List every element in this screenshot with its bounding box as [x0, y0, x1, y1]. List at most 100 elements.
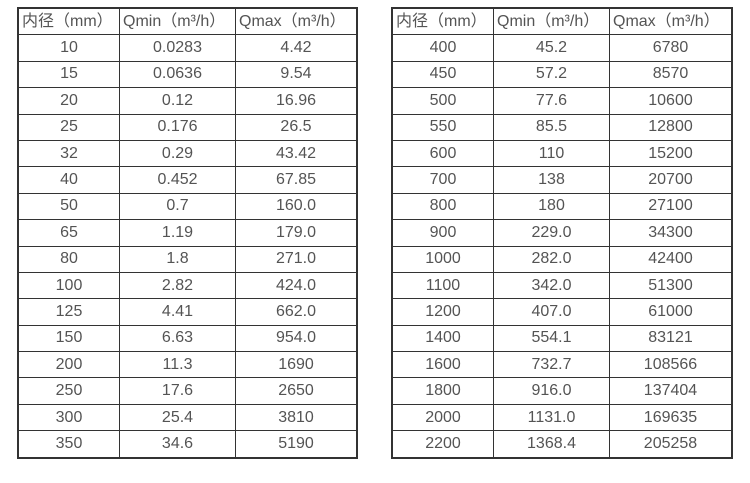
- cell: 350: [17, 430, 120, 459]
- cell: 2200: [391, 430, 494, 459]
- cell: 700: [391, 166, 494, 194]
- table-row: 80 1.8 271.0: [17, 245, 358, 273]
- cell: 80: [17, 245, 120, 273]
- table-row: 10 0.0283 4.42: [17, 34, 358, 62]
- cell: 25.4: [119, 403, 236, 432]
- cell: 6780: [609, 34, 733, 62]
- cell: 45.2: [493, 34, 610, 62]
- table-row: 1200 407.0 61000: [391, 298, 733, 326]
- cell: 3810: [235, 403, 358, 432]
- cell: 9.54: [235, 60, 358, 89]
- cell: 342.0: [493, 271, 610, 300]
- cell: 900: [391, 219, 494, 247]
- flow-rate-table-large-diameters: 内径（mm） Qmin（m³/h） Qmax（m³/h） 400 45.2 6780 450…: [391, 7, 733, 459]
- cell: 65: [17, 219, 120, 247]
- table-row: 550 85.5 12800: [391, 113, 733, 141]
- header-row: 内径（mm） Qmin（m³/h） Qmax（m³/h）: [17, 7, 358, 36]
- cell: 85.5: [493, 113, 610, 141]
- cell: 16.96: [235, 87, 358, 115]
- cell: 1368.4: [493, 430, 610, 459]
- column-header: Qmax（m³/h）: [609, 7, 733, 36]
- table-row: 20 0.12 16.96: [17, 87, 358, 115]
- flow-rate-table-small-diameters: 内径（mm） Qmin（m³/h） Qmax（m³/h） 10 0.0283 4.42 15…: [17, 7, 358, 459]
- table-row: 1000 282.0 42400: [391, 245, 733, 273]
- cell: 8570: [609, 60, 733, 89]
- table-row: 15 0.0636 9.54: [17, 60, 358, 89]
- cell: 1690: [235, 351, 358, 379]
- cell: 205258: [609, 430, 733, 459]
- table-row: 25 0.176 26.5: [17, 113, 358, 141]
- table-row: 700 138 20700: [391, 166, 733, 194]
- table-row: 500 77.6 10600: [391, 87, 733, 115]
- cell: 0.29: [119, 139, 236, 168]
- cell: 0.12: [119, 87, 236, 115]
- table-row: 800 180 27100: [391, 192, 733, 221]
- cell: 400: [391, 34, 494, 62]
- cell: 67.85: [235, 166, 358, 194]
- cell: 954.0: [235, 324, 358, 353]
- cell: 27100: [609, 192, 733, 221]
- cell: 61000: [609, 298, 733, 326]
- cell: 137404: [609, 377, 733, 405]
- cell: 300: [17, 403, 120, 432]
- cell: 34300: [609, 219, 733, 247]
- cell: 179.0: [235, 219, 358, 247]
- header-row: 内径（mm） Qmin（m³/h） Qmax（m³/h）: [391, 7, 733, 36]
- cell: 1600: [391, 351, 494, 379]
- cell: 40: [17, 166, 120, 194]
- table-row: 150 6.63 954.0: [17, 324, 358, 353]
- table-row: 200 11.3 1690: [17, 351, 358, 379]
- cell: 0.176: [119, 113, 236, 141]
- cell: 150: [17, 324, 120, 353]
- cell: 1100: [391, 271, 494, 300]
- cell: 2.82: [119, 271, 236, 300]
- cell: 6.63: [119, 324, 236, 353]
- cell: 138: [493, 166, 610, 194]
- cell: 108566: [609, 351, 733, 379]
- cell: 32: [17, 139, 120, 168]
- cell: 26.5: [235, 113, 358, 141]
- cell: 229.0: [493, 219, 610, 247]
- cell: 550: [391, 113, 494, 141]
- cell: 1.8: [119, 245, 236, 273]
- column-header: Qmin（m³/h）: [119, 7, 236, 36]
- cell: 554.1: [493, 324, 610, 353]
- cell: 424.0: [235, 271, 358, 300]
- cell: 282.0: [493, 245, 610, 273]
- cell: 180: [493, 192, 610, 221]
- table-row: 450 57.2 8570: [391, 60, 733, 89]
- cell: 1800: [391, 377, 494, 405]
- cell: 2650: [235, 377, 358, 405]
- cell: 10600: [609, 87, 733, 115]
- table-row: 1600 732.7 108566: [391, 351, 733, 379]
- cell: 500: [391, 87, 494, 115]
- cell: 20: [17, 87, 120, 115]
- cell: 1.19: [119, 219, 236, 247]
- cell: 1400: [391, 324, 494, 353]
- cell: 4.41: [119, 298, 236, 326]
- cell: 10: [17, 34, 120, 62]
- cell: 42400: [609, 245, 733, 273]
- cell: 407.0: [493, 298, 610, 326]
- cell: 110: [493, 139, 610, 168]
- column-header: 内径（mm）: [17, 7, 120, 36]
- cell: 916.0: [493, 377, 610, 405]
- cell: 0.7: [119, 192, 236, 221]
- cell: 5190: [235, 430, 358, 459]
- table-row: 1800 916.0 137404: [391, 377, 733, 405]
- table-row: 65 1.19 179.0: [17, 219, 358, 247]
- table-row: 600 110 15200: [391, 139, 733, 168]
- cell: 51300: [609, 271, 733, 300]
- column-header: Qmin（m³/h）: [493, 7, 610, 36]
- cell: 34.6: [119, 430, 236, 459]
- table-row: 125 4.41 662.0: [17, 298, 358, 326]
- cell: 11.3: [119, 351, 236, 379]
- table-row: 300 25.4 3810: [17, 403, 358, 432]
- cell: 250: [17, 377, 120, 405]
- cell: 20700: [609, 166, 733, 194]
- table-row: 1400 554.1 83121: [391, 324, 733, 353]
- cell: 83121: [609, 324, 733, 353]
- table-row: 50 0.7 160.0: [17, 192, 358, 221]
- cell: 732.7: [493, 351, 610, 379]
- cell: 4.42: [235, 34, 358, 62]
